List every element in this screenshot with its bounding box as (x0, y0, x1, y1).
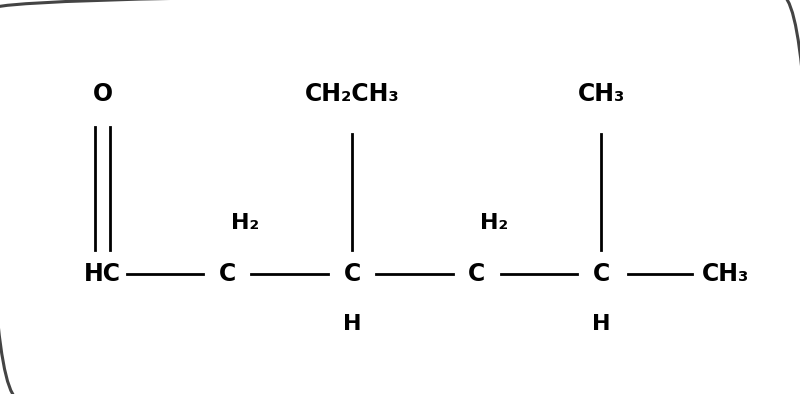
Text: H₂: H₂ (230, 213, 259, 233)
Text: C: C (219, 262, 236, 286)
Text: O: O (93, 82, 113, 106)
Text: H₂: H₂ (480, 213, 508, 233)
Text: CH₃: CH₃ (578, 82, 625, 106)
Text: C: C (593, 262, 610, 286)
Text: C: C (343, 262, 361, 286)
Text: H: H (592, 314, 610, 335)
Text: CH₂CH₃: CH₂CH₃ (305, 82, 399, 106)
Text: CH₃: CH₃ (702, 262, 750, 286)
Text: C: C (468, 262, 486, 286)
Text: H: H (343, 314, 362, 335)
Text: HC: HC (84, 262, 122, 286)
